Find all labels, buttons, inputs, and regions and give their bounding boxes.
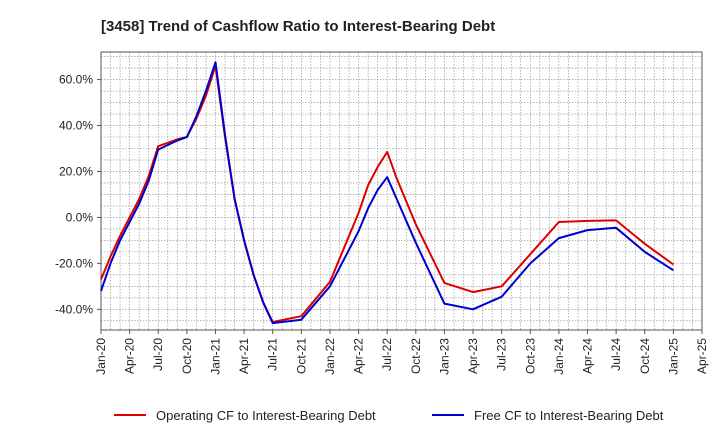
free-cf-line bbox=[100, 61, 674, 325]
y-tick-label: 40.0% bbox=[59, 119, 93, 133]
y-tick-label: 20.0% bbox=[59, 164, 93, 178]
x-tick-label: Jan-20 bbox=[94, 338, 108, 375]
y-tick-label: -40.0% bbox=[55, 302, 93, 316]
y-tick-label: -20.0% bbox=[55, 256, 93, 270]
plot-area bbox=[100, 51, 703, 331]
x-tick-label: Jan-25 bbox=[666, 338, 680, 375]
x-axis: Jan-20 Apr-20 Jul-20 Oct-20 Jan-21 Apr-21 Jul-… bbox=[94, 330, 709, 375]
legend-label-free-cf: Free CF to Interest-Bearing Debt bbox=[474, 408, 664, 423]
y-tick-label: 0.0% bbox=[66, 210, 94, 224]
x-tick-label: Jan-22 bbox=[323, 338, 337, 375]
series-lines bbox=[100, 61, 674, 325]
legend-label-operating-cf: Operating CF to Interest-Bearing Debt bbox=[156, 408, 376, 423]
x-tick-label: Apr-20 bbox=[123, 338, 137, 374]
x-tick-label: Jul-20 bbox=[151, 338, 165, 371]
x-tick-label: Jan-24 bbox=[552, 338, 566, 375]
y-tick-label: 60.0% bbox=[59, 73, 93, 87]
chart-title: [3458] Trend of Cashflow Ratio to Intere… bbox=[101, 18, 495, 35]
x-tick-label: Apr-24 bbox=[581, 338, 595, 374]
x-tick-label: Apr-22 bbox=[352, 338, 366, 374]
x-tick-label: Oct-23 bbox=[523, 338, 537, 374]
legend: Operating CF to Interest-Bearing Debt Fre… bbox=[114, 408, 664, 423]
x-tick-label: Oct-22 bbox=[409, 338, 423, 374]
x-tick-label: Jul-23 bbox=[495, 338, 509, 371]
x-tick-label: Jul-21 bbox=[266, 338, 280, 371]
x-tick-label: Oct-24 bbox=[638, 338, 652, 374]
grid-lines bbox=[100, 52, 703, 330]
x-tick-label: Apr-23 bbox=[466, 338, 480, 374]
x-tick-label: Jan-21 bbox=[208, 338, 222, 375]
x-tick-label: Oct-20 bbox=[180, 338, 194, 374]
x-tick-label: Jan-23 bbox=[437, 338, 451, 375]
y-axis: -40.0% -20.0% 0.0% 20.0% 40.0% 60.0% bbox=[55, 73, 101, 316]
x-tick-label: Jul-22 bbox=[380, 338, 394, 371]
x-tick-label: Apr-25 bbox=[695, 338, 709, 374]
x-tick-label: Jul-24 bbox=[609, 338, 623, 371]
x-tick-label: Apr-21 bbox=[237, 338, 251, 374]
x-tick-label: Oct-21 bbox=[294, 338, 308, 374]
